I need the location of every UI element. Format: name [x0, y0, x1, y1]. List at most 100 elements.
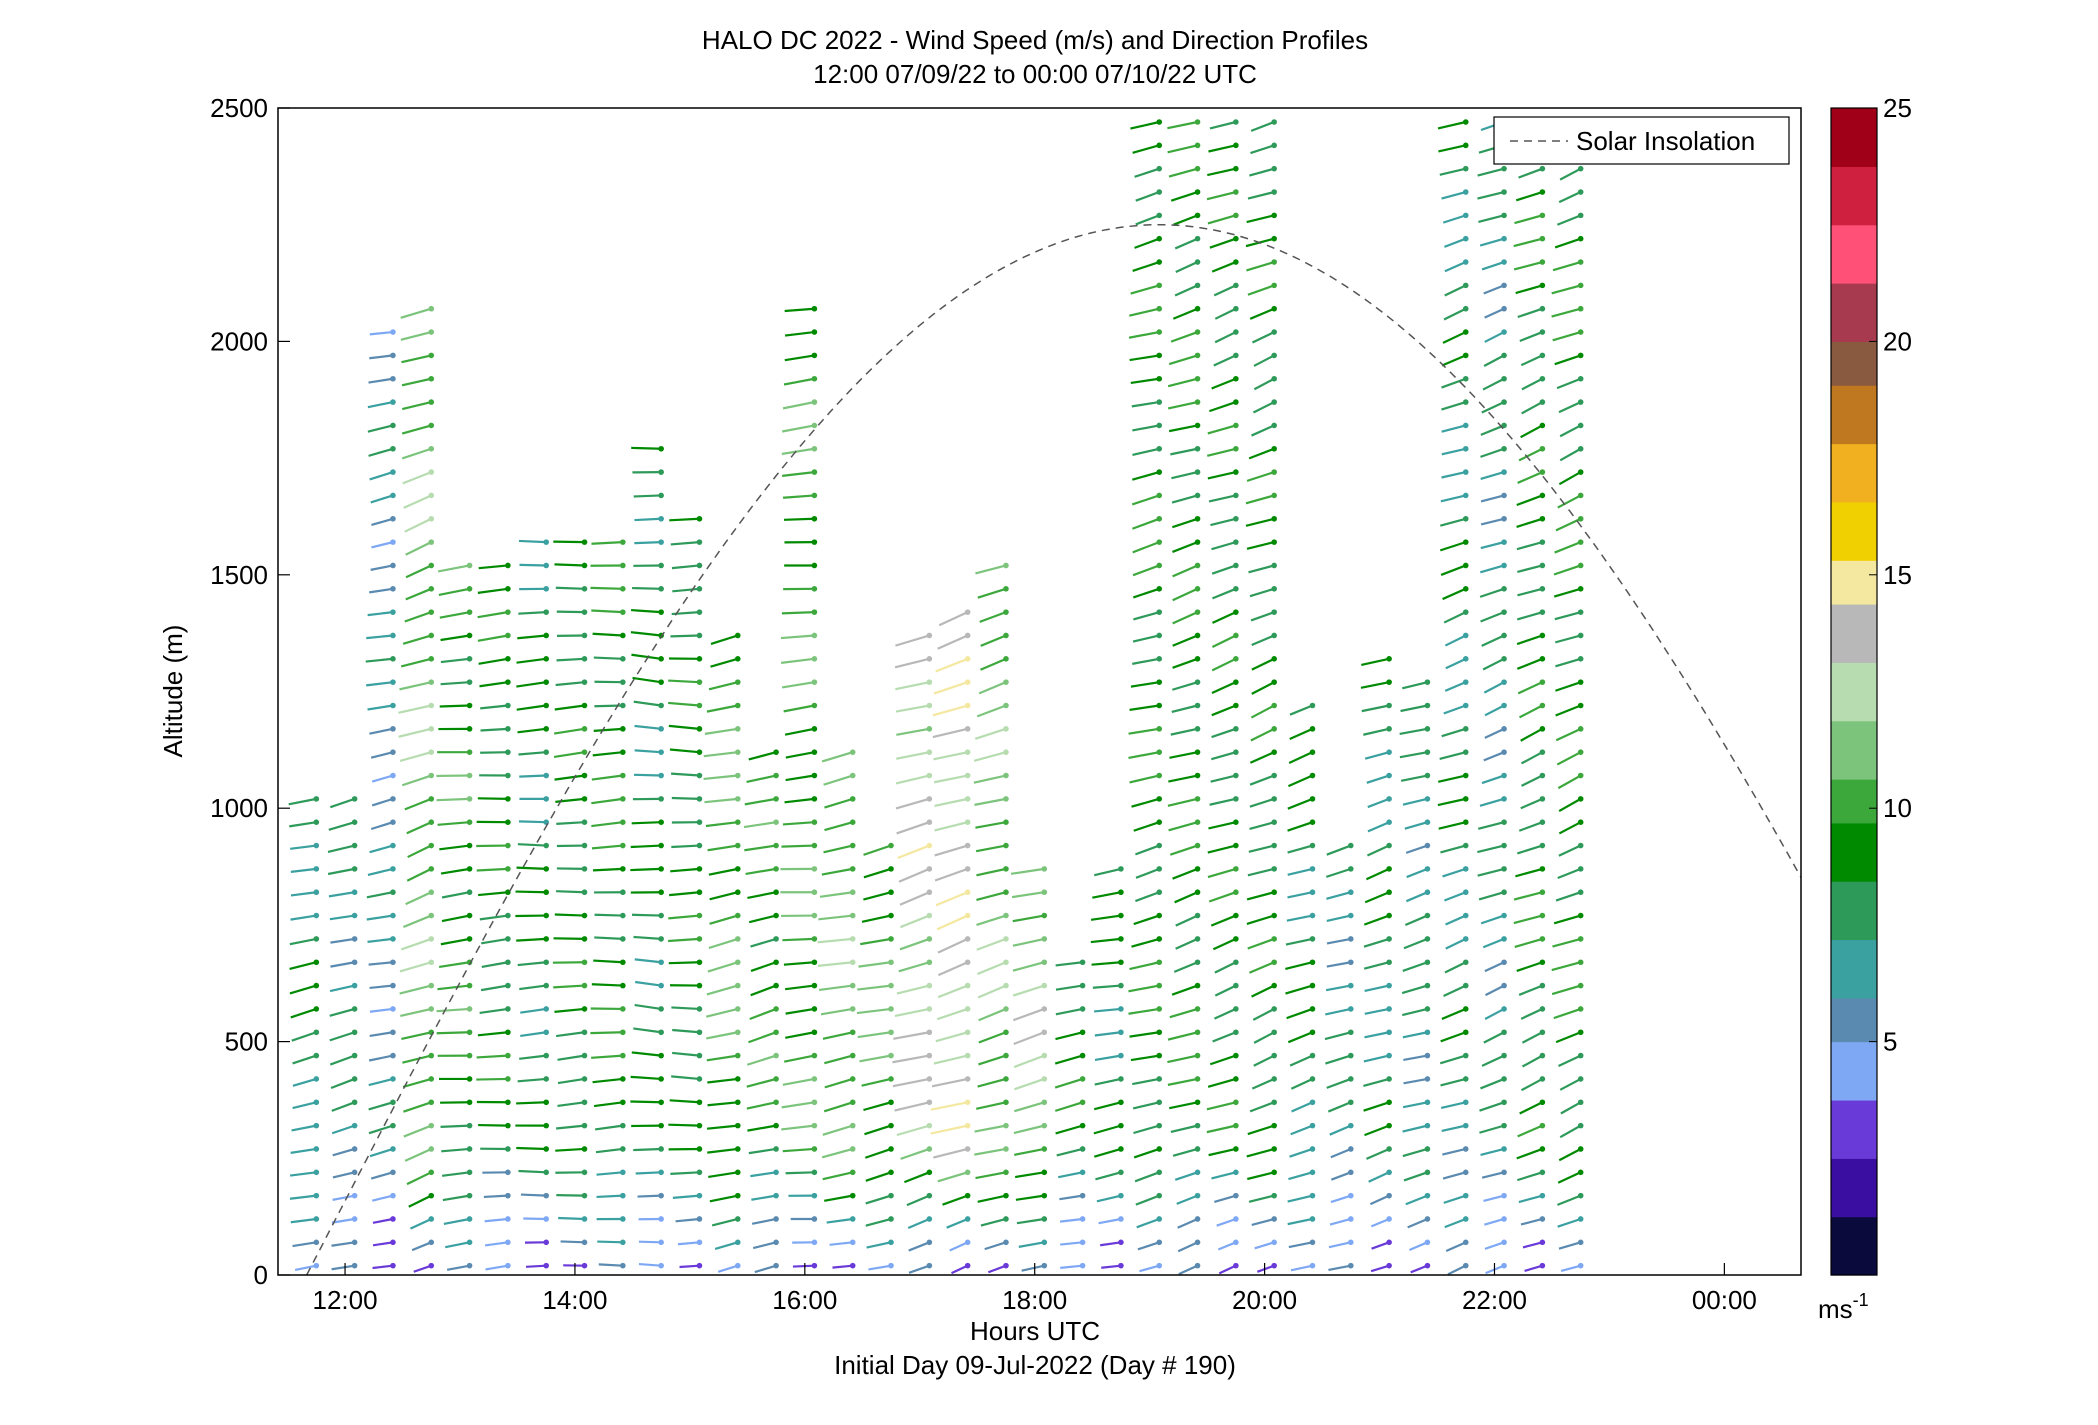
wind-barb: [591, 983, 623, 987]
wind-barb-dot: [1539, 982, 1546, 989]
wind-barb: [861, 1077, 892, 1087]
colorbar-band: [1831, 472, 1877, 488]
wind-barb: [1444, 681, 1467, 692]
wind-barb-dot: [313, 889, 320, 896]
wind-barb: [1478, 214, 1505, 223]
wind-barb: [1551, 961, 1581, 972]
wind-barb: [1211, 727, 1237, 739]
wind-barb-dot: [1577, 515, 1584, 522]
wind-profile: [590, 539, 626, 1269]
wind-barb-dot: [1539, 679, 1546, 685]
wind-barb-dot: [543, 539, 550, 545]
wind-barb: [440, 867, 470, 875]
wind-barb-dot: [1271, 1192, 1277, 1199]
wind-barb-dot: [543, 1052, 550, 1059]
wind-barb-dot: [313, 866, 320, 872]
wind-barb-dot: [964, 1146, 971, 1152]
wind-barb: [413, 1264, 432, 1273]
wind-barb-dot: [505, 679, 511, 685]
wind-barb-dot: [1003, 1216, 1009, 1222]
wind-barb: [553, 751, 585, 759]
wind-barb-dot: [1577, 866, 1584, 872]
wind-barb: [520, 1031, 547, 1038]
wind-barb: [594, 1124, 623, 1131]
wind-barb-dot: [1577, 259, 1584, 265]
wind-barb: [1555, 681, 1582, 692]
wind-barb-dot: [1577, 1076, 1584, 1082]
wind-barb-dot: [1233, 399, 1239, 405]
wind-barb-dot: [1156, 142, 1163, 149]
wind-barb: [1214, 1194, 1237, 1204]
wind-barb: [1210, 517, 1237, 527]
wind-barb: [746, 774, 777, 783]
wind-barb-dot: [428, 1216, 435, 1222]
wind-barb: [330, 961, 355, 968]
wind-barb-dot: [1233, 1169, 1239, 1176]
wind-barb-dot: [581, 632, 588, 639]
wind-barb: [1013, 1124, 1045, 1135]
wind-barb: [1130, 1054, 1160, 1062]
wind-barb: [933, 774, 968, 784]
wind-barb: [1513, 260, 1543, 271]
wind-barb: [591, 541, 623, 545]
wind-barb-dot: [1501, 702, 1507, 709]
wind-barb-dot: [620, 936, 626, 942]
wind-barb-dot: [1462, 142, 1469, 149]
wind-barb: [868, 1264, 892, 1271]
wind-barb-dot: [964, 982, 971, 989]
wind-barb: [1054, 1101, 1083, 1112]
wind-barb-dot: [811, 305, 818, 312]
wind-barb: [863, 867, 892, 879]
wind-barb-dot: [1233, 305, 1239, 312]
wind-profile: [856, 842, 894, 1271]
wind-barb: [932, 704, 968, 717]
wind-barb: [1437, 797, 1466, 807]
wind-barb: [289, 821, 317, 828]
wind-barb: [1250, 611, 1275, 622]
wind-barb-dot: [1462, 982, 1469, 989]
wind-barb: [1212, 937, 1237, 951]
wind-barb: [706, 984, 739, 996]
wind-barb-dot: [1194, 1216, 1201, 1222]
wind-barb: [709, 914, 739, 925]
wind-barb-dot: [1462, 609, 1469, 615]
wind-barb-dot: [1233, 982, 1239, 989]
wind-barb-dot: [581, 1076, 588, 1082]
wind-barb-dot: [1271, 165, 1277, 172]
wind-barb: [553, 984, 585, 989]
wind-barb: [974, 727, 1007, 740]
wind-barb-dot: [351, 936, 358, 942]
wind-barb: [1516, 541, 1543, 551]
wind-barb-dot: [1233, 352, 1239, 359]
colorbar-band: [1831, 545, 1877, 561]
wind-barb-dot: [505, 936, 511, 942]
colorbar-band: [1831, 1129, 1877, 1145]
wind-barb: [865, 1171, 892, 1182]
wind-barb-dot: [1462, 539, 1469, 545]
wind-barb-dot: [466, 1239, 473, 1246]
wind-barb-dot: [1577, 796, 1584, 802]
wind-barb-dot: [1462, 352, 1469, 359]
wind-barb: [864, 1147, 892, 1159]
wind-barb-dot: [1271, 1029, 1277, 1036]
wind-barb-dot: [1539, 539, 1546, 545]
wind-barb-dot: [811, 562, 818, 569]
wind-barb-dot: [1539, 445, 1546, 452]
wind-barb-dot: [1577, 679, 1584, 685]
wind-barb-dot: [1462, 866, 1469, 872]
wind-barb: [817, 961, 853, 967]
wind-barb-dot: [1462, 1122, 1469, 1129]
wind-barb-dot: [1501, 866, 1507, 872]
wind-barb: [478, 657, 509, 665]
wind-barb-dot: [1079, 982, 1086, 989]
wind-barb-dot: [1194, 632, 1201, 639]
wind-barb-dot: [390, 1029, 396, 1036]
wind-barb: [1096, 1194, 1122, 1203]
wind-barb-dot: [1156, 352, 1163, 359]
wind-barb: [822, 1124, 854, 1136]
wind-barb-dot: [1462, 1192, 1469, 1199]
wind-barb-dot: [505, 609, 511, 615]
wind-barb-dot: [1003, 772, 1009, 779]
wind-barb-dot: [1003, 959, 1009, 966]
wind-barb: [708, 1171, 738, 1179]
